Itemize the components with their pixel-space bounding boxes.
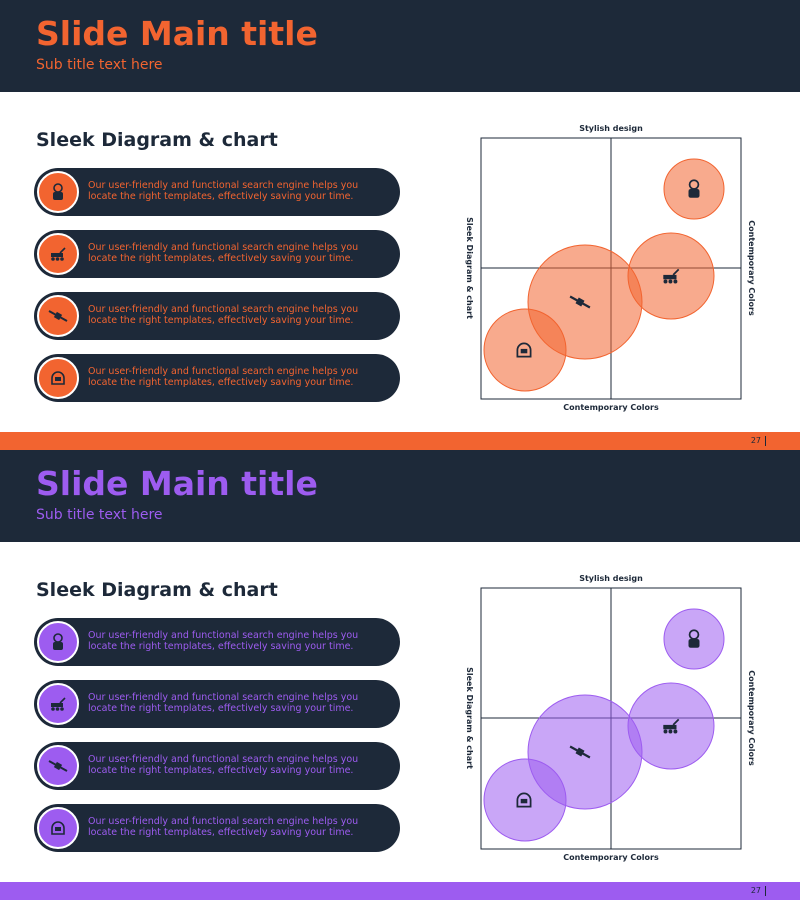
bubble (527, 244, 643, 360)
icon-part (520, 348, 528, 354)
bubble (663, 608, 725, 670)
footer-bar (0, 432, 800, 450)
icon-part (48, 760, 68, 772)
bubble (627, 232, 715, 320)
icon-part (672, 268, 680, 276)
page-number: 27 (751, 886, 766, 896)
bubble (527, 694, 643, 810)
diagram-label: Contemporary Colors (747, 670, 756, 766)
icon-part (51, 821, 65, 835)
icon-part (51, 257, 55, 261)
icon-part (516, 342, 532, 358)
item-pill: Our user-friendly and functional search … (34, 804, 400, 852)
diagram-label: Sleek Diagram & chart (465, 667, 474, 769)
slide: Slide Main title Sub title text here Sleek… (0, 0, 800, 450)
diagram-label: Stylish design (579, 124, 643, 133)
item-text: Our user-friendly and functional search … (88, 242, 359, 264)
item-text: Our user-friendly and functional search … (88, 816, 359, 838)
header-band (0, 450, 800, 542)
item-icon (37, 295, 79, 337)
slide-subtitle: Sub title text here (36, 57, 163, 73)
icon-part (668, 729, 673, 734)
icon-part (53, 642, 63, 650)
item-text: Our user-friendly and functional search … (88, 366, 359, 388)
section-heading: Sleek Diagram & chart (36, 129, 278, 151)
icon-part (51, 703, 63, 707)
header-band (0, 0, 800, 92)
item-text: Our user-friendly and functional search … (88, 304, 359, 326)
item-pill: Our user-friendly and functional search … (34, 618, 400, 666)
diagram-label: Sleek Diagram & chart (465, 217, 474, 319)
diagram-frame (480, 587, 742, 850)
icon-part (55, 707, 60, 711)
icon-part (51, 253, 63, 257)
item-text: Our user-friendly and functional search … (88, 754, 359, 776)
icon-part (688, 189, 700, 198)
diagram-label: Stylish design (579, 574, 643, 583)
item-icon (37, 171, 79, 213)
item-icon (37, 621, 79, 663)
item-icon (37, 683, 79, 725)
item-text: Our user-friendly and functional search … (88, 692, 359, 714)
icon-part (60, 707, 64, 711)
section-heading: Sleek Diagram & chart (36, 579, 278, 601)
item-pill: Our user-friendly and functional search … (34, 292, 400, 340)
icon-part (59, 697, 66, 704)
diagram-frame (480, 137, 742, 400)
icon-part (520, 798, 528, 804)
item-pill: Our user-friendly and functional search … (34, 230, 400, 278)
diagram-label: Contemporary Colors (563, 853, 659, 862)
icon-part (663, 729, 668, 734)
slide-subtitle: Sub title text here (36, 507, 163, 523)
item-icon (37, 357, 79, 399)
icon-part (48, 310, 68, 322)
icon-part (60, 257, 64, 261)
icon-part (673, 729, 678, 734)
bubble (483, 308, 567, 392)
icon-part (668, 279, 673, 284)
item-pill: Our user-friendly and functional search … (34, 680, 400, 728)
diagram-label: Contemporary Colors (563, 403, 659, 412)
icon-part (663, 279, 668, 284)
page-number: 27 (751, 436, 766, 446)
icon-part (663, 274, 677, 280)
bubble (663, 158, 725, 220)
slide-title: Slide Main title (36, 464, 318, 503)
footer-bar (0, 882, 800, 900)
icon-part (55, 827, 61, 831)
icon-part (688, 639, 700, 648)
bubble (627, 682, 715, 770)
bubble (483, 758, 567, 842)
slide-title: Slide Main title (36, 14, 318, 53)
icon-part (575, 747, 585, 757)
icon-part (575, 297, 585, 307)
icon-part (516, 792, 532, 808)
icon-part (51, 707, 55, 711)
slide: Slide Main title Sub title text here Sleek… (0, 450, 800, 900)
icon-part (663, 724, 677, 730)
icon-part (673, 279, 678, 284)
diagram-label: Contemporary Colors (747, 220, 756, 316)
icon-part (672, 718, 680, 726)
icon-part (55, 377, 61, 381)
item-pill: Our user-friendly and functional search … (34, 354, 400, 402)
item-text: Our user-friendly and functional search … (88, 180, 359, 202)
icon-part (569, 295, 591, 309)
icon-part (55, 257, 60, 261)
item-text: Our user-friendly and functional search … (88, 630, 359, 652)
icon-part (569, 745, 591, 759)
icon-part (53, 192, 63, 200)
icon-part (688, 179, 700, 190)
item-pill: Our user-friendly and functional search … (34, 168, 400, 216)
item-icon (37, 807, 79, 849)
item-pill: Our user-friendly and functional search … (34, 742, 400, 790)
icon-part (51, 371, 65, 385)
item-icon (37, 745, 79, 787)
item-icon (37, 233, 79, 275)
icon-part (59, 247, 66, 254)
icon-part (688, 629, 700, 640)
